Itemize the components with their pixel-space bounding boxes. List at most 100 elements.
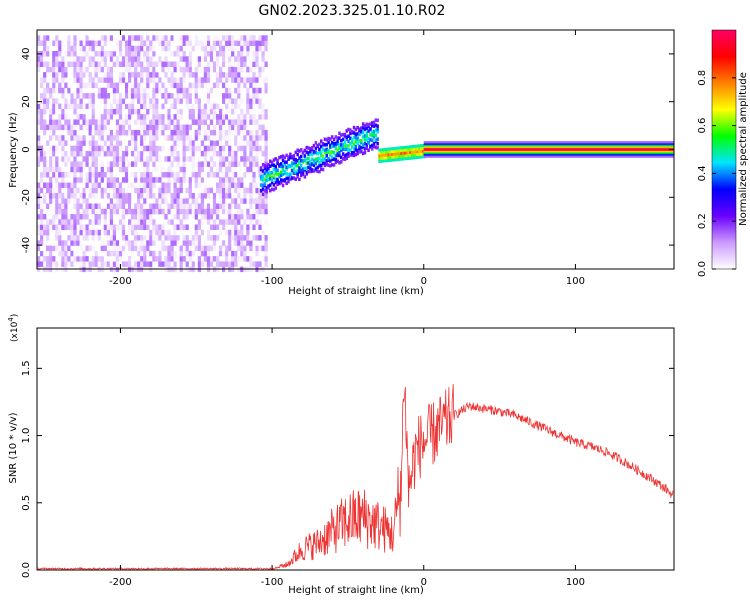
spectrogram-cell	[234, 219, 238, 225]
spectrogram-cell	[70, 219, 74, 225]
spectrogram-cell	[185, 140, 189, 146]
spectrogram-cell	[134, 87, 138, 94]
spectrogram-cell	[261, 35, 265, 41]
spectrogram-cell	[140, 214, 144, 220]
spectrogram-cell	[121, 150, 126, 157]
spectrogram-cell	[225, 40, 229, 46]
spectrogram-cell	[255, 98, 259, 104]
spectrogram-cell	[188, 72, 192, 78]
spectrogram-y-label: Frequency (Hz)	[8, 112, 19, 188]
spectrogram-cell	[182, 135, 186, 141]
spectrogram-cell	[185, 187, 189, 194]
spectrogram-cell	[149, 124, 153, 131]
spectrogram-cell	[188, 87, 192, 94]
spectrogram-cell	[338, 146, 341, 150]
spectrogram-cell	[55, 235, 59, 241]
spectrogram-cell	[115, 93, 120, 99]
spectrogram-cell	[246, 172, 250, 178]
spectrogram-cell	[55, 150, 59, 157]
spectrogram-cell	[146, 166, 150, 173]
spectrogram-cell	[246, 224, 250, 230]
spectrogram-cell	[146, 35, 150, 41]
spectrogram-cell	[264, 203, 268, 209]
spectrogram-cell	[259, 189, 263, 193]
spectrogram-cell	[152, 103, 156, 110]
spectrogram-cell	[106, 135, 110, 141]
spectrogram-cell	[222, 224, 226, 230]
spectrogram-cell	[140, 235, 144, 241]
spectrogram-cell	[285, 160, 288, 164]
spectrogram-cell	[43, 98, 47, 104]
spectrogram-cell	[140, 172, 144, 178]
spectrogram-cell	[146, 45, 150, 52]
spectrogram-cell	[94, 124, 98, 131]
spectrogram-cell	[188, 56, 192, 62]
spectrogram-cell	[349, 136, 352, 140]
spectrogram-cell	[103, 77, 107, 83]
spectrogram-cell	[243, 82, 247, 89]
spectrogram-cell	[285, 181, 288, 185]
spectrogram-cell	[52, 224, 56, 230]
spectrogram-cell	[411, 145, 414, 149]
spectrogram-cell	[167, 172, 171, 178]
spectrogram-cell	[188, 40, 192, 46]
spectrogram-cell	[46, 182, 50, 188]
spectrogram-cell	[94, 61, 98, 67]
spectrogram-cell	[261, 56, 265, 62]
spectrogram-cell	[385, 156, 388, 160]
spectrogram-cell	[246, 256, 250, 262]
spectrogram-cell	[97, 150, 101, 157]
spectrogram-cell	[82, 193, 86, 199]
spectrogram-cell	[318, 147, 321, 152]
spectrogram-cell	[312, 158, 316, 163]
spectrogram-cell	[332, 144, 336, 148]
spectrogram-cell	[37, 114, 41, 120]
spectrogram-cell	[378, 151, 381, 155]
y-tick-label: 1.5	[21, 360, 32, 376]
spectrogram-cell	[264, 261, 268, 267]
spectrogram-cell	[128, 124, 132, 131]
spectrogram-cell	[188, 124, 192, 131]
spectrogram-cell	[118, 145, 123, 152]
spectrogram-cell	[321, 147, 325, 151]
spectrogram-cell	[263, 182, 267, 186]
spectrogram-cell	[219, 77, 223, 83]
spectrogram-cell	[300, 163, 303, 168]
spectrogram-cell	[79, 219, 83, 225]
spectrogram-cell	[49, 245, 53, 252]
spectrogram-cell	[246, 140, 250, 146]
spectrogram-cell	[200, 166, 204, 173]
spectrogram-cell	[249, 161, 253, 167]
spectrogram-cell	[58, 250, 62, 257]
spectrogram-cell	[225, 219, 229, 225]
spectrogram-cell	[49, 119, 53, 125]
spectrogram-cell	[46, 172, 50, 178]
spectrogram-cell	[128, 61, 132, 67]
spectrogram-cell	[261, 184, 265, 188]
spectrogram-cell	[289, 172, 292, 176]
spectrogram-cell	[411, 148, 414, 151]
spectrogram-cell	[43, 108, 47, 115]
spectrogram-cell	[88, 145, 92, 152]
spectrogram-cell	[79, 40, 83, 46]
spectrogram-cell	[182, 56, 186, 62]
spectrogram-cell	[369, 127, 372, 131]
spectrogram-cell	[179, 82, 183, 89]
spectrogram-cell	[209, 108, 214, 115]
spectrogram-cell	[194, 140, 198, 146]
spectrogram-cell	[383, 153, 387, 157]
spectrogram-cell	[309, 169, 312, 174]
spectrogram-cell	[222, 56, 226, 62]
spectrogram-cell	[82, 45, 86, 52]
spectrogram-cell	[237, 193, 241, 199]
spectrogram-cell	[161, 145, 165, 152]
spectrogram-cell	[212, 129, 217, 136]
spectrogram-cell	[176, 124, 180, 131]
spectrogram-cell	[140, 93, 144, 99]
spectrogram-cell	[55, 172, 59, 178]
spectrogram-cell	[131, 161, 135, 167]
spectrogram-cell	[243, 135, 247, 141]
spectrogram-cell	[79, 166, 83, 173]
spectrogram-cell	[161, 166, 165, 173]
spectrogram-cell	[64, 156, 68, 162]
